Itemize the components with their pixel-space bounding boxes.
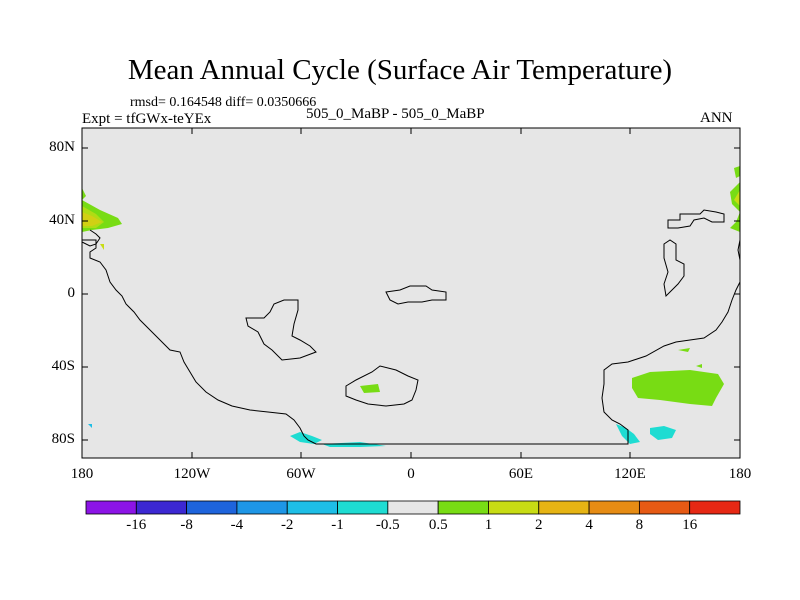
colorbar-label: -8 (180, 517, 193, 533)
coastlines (81, 209, 741, 445)
plot-title: Mean Annual Cycle (Surface Air Temperatu… (127, 54, 673, 86)
colorbar-label: 1 (484, 517, 493, 533)
coastline-africa (245, 299, 317, 361)
lon-tick-label: 0 (407, 466, 415, 482)
case-label: 505_0_MaBP - 505_0_MaBP (306, 106, 485, 122)
coastline-west-northern (81, 229, 101, 247)
colorbar-box (638, 500, 691, 515)
lon-tick-label: 120W (173, 466, 211, 482)
season-label: ANN (700, 110, 733, 126)
colorbar-box (387, 500, 439, 515)
lat-tick-label: 80S (51, 431, 75, 447)
colorbar-box (488, 500, 540, 515)
patch-southern-ocean-green (632, 370, 724, 406)
colorbar-label: -1 (331, 517, 344, 533)
colorbar-box (85, 500, 137, 515)
lat-tick-label: 40N (49, 212, 75, 228)
patch-small-green-b (696, 364, 702, 368)
colorbar-box (286, 500, 338, 515)
patch-small-green-a (678, 348, 690, 352)
map-background (82, 128, 740, 458)
coastline-east-coast (737, 239, 741, 261)
patch-west-upper (82, 188, 86, 200)
lon-tick-label: 120E (614, 466, 646, 482)
patch-west-40n-yellow (82, 206, 104, 228)
stats-label: rmsd= 0.164548 diff= 0.0350666 (130, 95, 317, 110)
lon-tick-label: 180 (728, 466, 752, 482)
patch-cyan-antarctic-d (650, 426, 676, 440)
colorbar-label: 0.5 (428, 517, 448, 533)
coastline-south-america (82, 239, 741, 445)
colorbar-label: -0.5 (375, 517, 400, 533)
colorbar-label: -2 (280, 517, 294, 533)
colorbar-box (588, 500, 640, 515)
patch-yellow-small (100, 244, 104, 250)
colorbar-label: -16 (126, 517, 147, 533)
lon-tick-label: 60E (508, 466, 534, 482)
lon-tick-label: 60W (286, 466, 316, 482)
colorbar (85, 500, 741, 515)
colorbar-label: -4 (230, 517, 244, 533)
colorbar-box (337, 500, 389, 515)
colorbar-box (135, 500, 188, 515)
lat-tick-label: 80N (49, 139, 75, 155)
colorbar-box (186, 500, 238, 515)
colorbar-box (689, 500, 741, 515)
patch-east-40n-yellow (734, 190, 740, 206)
colorbar-label: 2 (535, 517, 543, 533)
lon-tick-label: 180 (70, 466, 94, 482)
colorbar-box (437, 500, 489, 515)
lat-tick-label: 40S (51, 358, 75, 374)
experiment-label: Expt = tfGWx-teYEx (82, 111, 212, 127)
colorbar-box (236, 500, 288, 515)
colorbar-label: 4 (585, 517, 593, 533)
coastline-madagascar (385, 285, 447, 305)
colorbar-box (538, 500, 590, 515)
colorbar-label: 16 (682, 517, 698, 533)
patch-east-north (734, 166, 740, 178)
coastline-island-south (345, 365, 419, 407)
lat-tick-label: 0 (67, 285, 76, 301)
patch-south-atlantic (360, 384, 380, 393)
coastline-east-island (663, 239, 685, 298)
coastline-east-north (667, 209, 725, 229)
axis-ticks (81, 128, 741, 458)
patch-cyan-small (88, 424, 92, 428)
colorbar-label: 8 (635, 517, 644, 533)
